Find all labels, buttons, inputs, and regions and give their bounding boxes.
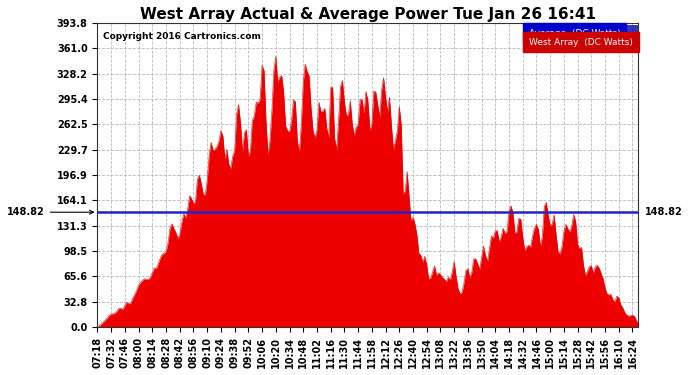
Title: West Array Actual & Average Power Tue Jan 26 16:41: West Array Actual & Average Power Tue Ja… — [140, 7, 596, 22]
Text: 148.82: 148.82 — [7, 207, 93, 217]
Text: 148.82: 148.82 — [645, 207, 683, 217]
Text: Copyright 2016 Cartronics.com: Copyright 2016 Cartronics.com — [103, 32, 261, 41]
Legend: Average  (DC Watts), West Array  (DC Watts): Average (DC Watts), West Array (DC Watts… — [523, 25, 637, 50]
